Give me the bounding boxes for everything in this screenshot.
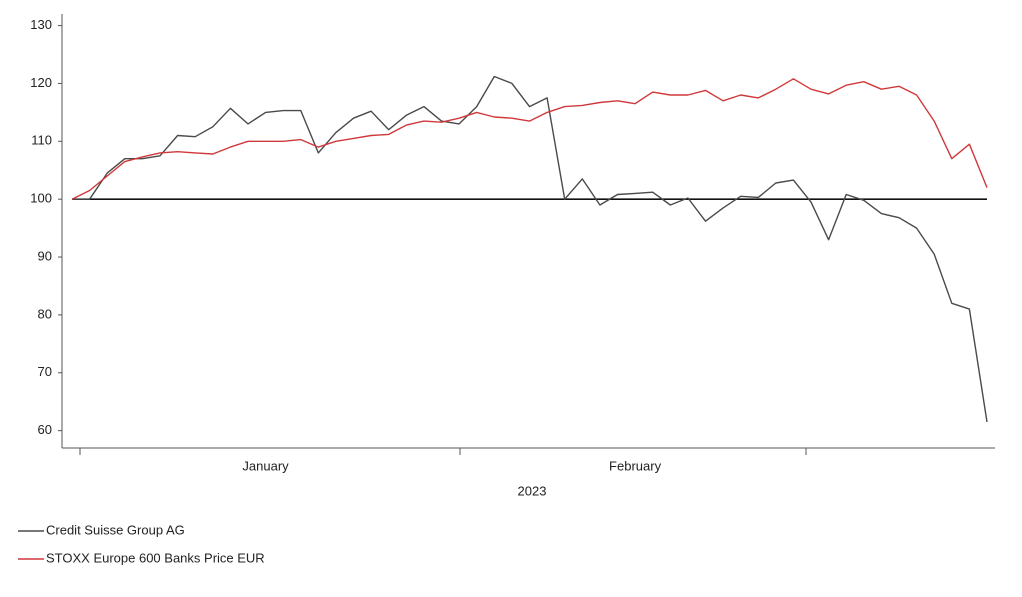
series-line (71, 78, 988, 200)
legend-label: STOXX Europe 600 Banks Price EUR (46, 550, 265, 565)
y-tick-label: 90 (38, 248, 52, 263)
y-tick-label: 120 (30, 75, 52, 90)
x-axis-label: 2023 (518, 483, 547, 498)
y-tick-label: 80 (38, 306, 52, 321)
y-tick-label: 100 (30, 191, 52, 206)
series-line (72, 75, 988, 423)
legend-label: Credit Suisse Group AG (46, 522, 185, 537)
x-tick-label: January (242, 458, 289, 473)
x-tick-label: February (609, 458, 662, 473)
y-tick-label: 130 (30, 17, 52, 32)
y-tick-label: 60 (38, 422, 52, 437)
y-tick-label: 110 (31, 133, 52, 148)
y-tick-label: 70 (38, 364, 52, 379)
